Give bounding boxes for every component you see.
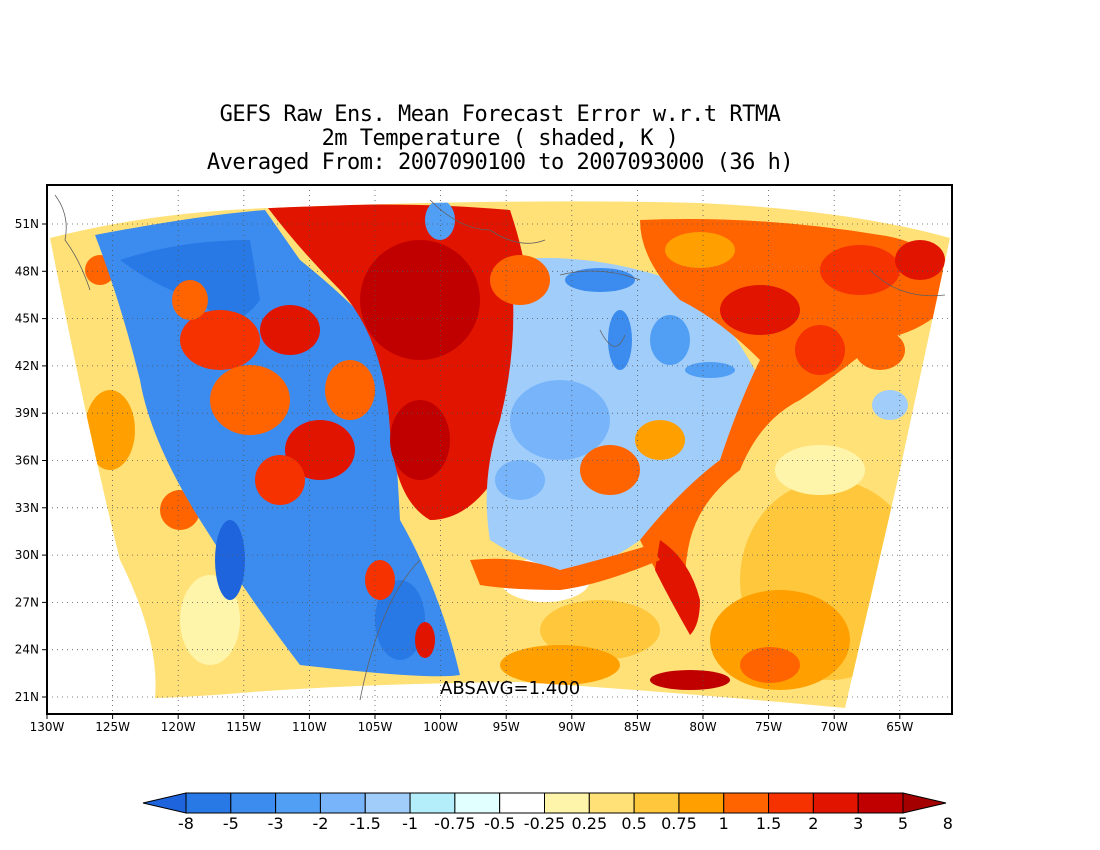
lat-tick-label: 51N [15,217,39,231]
colorbar-swatch [499,792,545,814]
lon-tick-label: 110W [292,720,327,734]
colorbar-level-label: 8 [943,814,953,833]
colorbar-swatch [454,792,501,814]
colorbar-swatch [544,792,590,814]
colorbar-level-label: 0.75 [661,814,697,833]
lon-tick-label: 125W [95,720,130,734]
lat-tick-label: 27N [15,595,39,609]
coastlines [54,194,946,701]
colorbar-level-label: -8 [178,814,194,833]
colorbar-swatch [723,792,770,814]
colorbar-level-label: -2 [312,814,328,833]
colorbar-level-label: -1 [402,814,418,833]
absavg-annotation: ABSAVG=1.400 [440,678,580,699]
colorbar-swatch [812,792,859,814]
colorbar-arrow-right [902,792,947,814]
colorbar-level-label: 3 [853,814,863,833]
lat-tick-label: 30N [15,548,39,562]
colorbar-swatch [588,792,635,814]
lat-tick-label: 42N [15,359,39,373]
colorbar-swatch [319,792,366,814]
lon-tick-label: 65W [886,720,913,734]
colorbar-swatch [857,792,904,814]
lon-tick-label: 115W [226,720,261,734]
colorbar-level-label: 1.5 [756,814,781,833]
lon-tick-label: 90W [558,720,585,734]
colorbar-level-label: -0.25 [524,814,565,833]
title-line-1: GEFS Raw Ens. Mean Forecast Error w.r.t … [219,102,781,127]
lon-tick-label: 80W [689,720,716,734]
colorbar-level-label: 2 [808,814,818,833]
colorbar-swatch [364,792,411,814]
map-frame [46,184,953,715]
colorbar-level-label: -0.5 [484,814,515,833]
lat-tick-label: 24N [15,643,39,657]
lat-tick-label: 48N [15,264,39,278]
lat-tick-label: 45N [15,312,39,326]
lon-tick-label: 75W [755,720,782,734]
lat-tick-label: 33N [15,501,39,515]
lat-ticks: 51N 48N 45N 42N 39N 36N 33N 30N 27N 24N 21N [15,217,47,704]
colorbar-level-label: 0.5 [621,814,646,833]
colorbar-swatch [409,792,456,814]
lon-tick-label: 130W [30,720,65,734]
colorbar-level-label: 1 [719,814,729,833]
title-line-2: 2m Temperature ( shaded, K ) [321,126,679,151]
lon-ticks: 130W 125W 120W 115W 110W 105W 100W 95W 90W 85W 80W… [30,714,913,734]
colorbar-level-label: -1.5 [350,814,381,833]
colorbar-swatch [633,792,680,814]
colorbar-level-label: -0.75 [434,814,475,833]
map-area [47,185,952,714]
colorbar-level-label: -5 [223,814,239,833]
lat-tick-label: 36N [15,454,39,468]
lon-tick-label: 95W [493,720,520,734]
title-line-3: Averaged From: 2007090100 to 2007093000 … [206,150,794,175]
lon-tick-label: 85W [624,720,651,734]
colorbar-arrow-left [142,792,187,814]
colorbar-level-label: 0.25 [572,814,608,833]
lon-tick-label: 70W [821,720,848,734]
colorbar-swatch [678,792,725,814]
lon-tick-label: 120W [161,720,196,734]
lon-tick-label: 100W [423,720,458,734]
colorbar-swatch [768,792,814,814]
lat-tick-label: 21N [15,690,39,704]
colorbar-level-label: -3 [268,814,284,833]
colorbar-level-label: 5 [898,814,908,833]
colorbar-swatch [185,792,232,814]
colorbar: -8 -5 -3 -2 -1.5 -1 -0.75 -0.5 -0.25 0.25 0.5 0.75 1… [142,792,953,833]
colorbar-swatch [275,792,321,814]
colorbar-swatch [230,792,277,814]
lat-tick-label: 39N [15,406,39,420]
lon-tick-label: 105W [358,720,393,734]
grid-lines [47,185,952,714]
